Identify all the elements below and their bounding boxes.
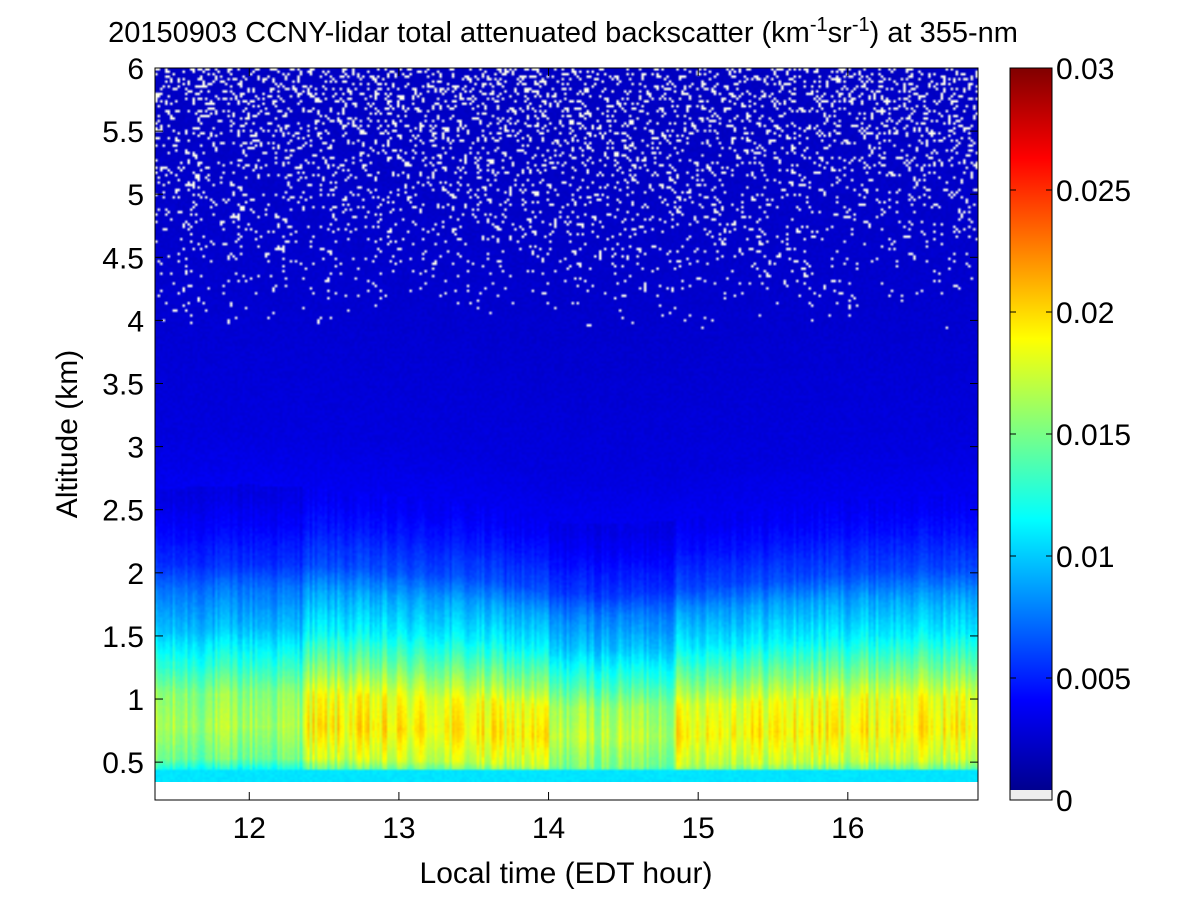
y-tick-label: 0.5 [102, 747, 144, 780]
y-tick-label: 2.5 [102, 495, 144, 528]
y-tick-label: 5 [127, 179, 144, 212]
x-tick-label: 13 [382, 812, 415, 845]
colorbar-gradient [1010, 68, 1052, 790]
colorbar-ticks: 0 0.005 0.01 0.015 0.02 0.025 0.03 [1010, 53, 1131, 818]
plot-frame [154, 67, 979, 801]
y-tick-label: 5.5 [102, 116, 144, 149]
y-tick-label: 4.5 [102, 242, 144, 275]
colorbar-tick-label: 0 [1056, 785, 1073, 818]
y-tick-label: 1 [127, 684, 144, 717]
x-tick-label: 14 [532, 812, 565, 845]
y-tick-label: 6 [127, 53, 144, 86]
x-tick-label: 12 [233, 812, 266, 845]
backscatter-heatmap [155, 68, 978, 782]
colorbar-tick-label: 0.02 [1056, 297, 1114, 330]
x-axis-ticks: 12 13 14 15 16 [233, 68, 865, 845]
colorbar-floor [1010, 790, 1052, 800]
colorbar: 0 0.005 0.01 0.015 0.02 0.025 0.03 [1009, 53, 1131, 818]
colorbar-tick-label: 0.03 [1056, 53, 1114, 86]
chart-title: 20150903 CCNY-lidar total attenuated bac… [108, 14, 1018, 49]
x-tick-label: 15 [681, 812, 714, 845]
colorbar-tick-label: 0.01 [1056, 541, 1114, 574]
y-tick-label: 1.5 [102, 621, 144, 654]
y-axis-label: Altitude (km) [51, 350, 84, 518]
x-tick-label: 16 [831, 812, 864, 845]
x-axis-label: Local time (EDT hour) [420, 857, 713, 890]
y-tick-label: 4 [127, 305, 144, 338]
plot-area: 12 13 14 15 16 0.5 1 1.5 2 2.5 3 3.5 4 4.5 5 5.5 6 [102, 53, 979, 845]
y-tick-label: 3.5 [102, 369, 144, 402]
y-tick-label: 2 [127, 558, 144, 591]
colorbar-tick-label: 0.005 [1056, 663, 1131, 696]
y-tick-label: 3 [127, 432, 144, 465]
colorbar-tick-label: 0.025 [1056, 175, 1131, 208]
y-axis-ticks: 0.5 1 1.5 2 2.5 3 3.5 4 4.5 5 5.5 6 [102, 53, 978, 780]
colorbar-tick-label: 0.015 [1056, 419, 1131, 452]
